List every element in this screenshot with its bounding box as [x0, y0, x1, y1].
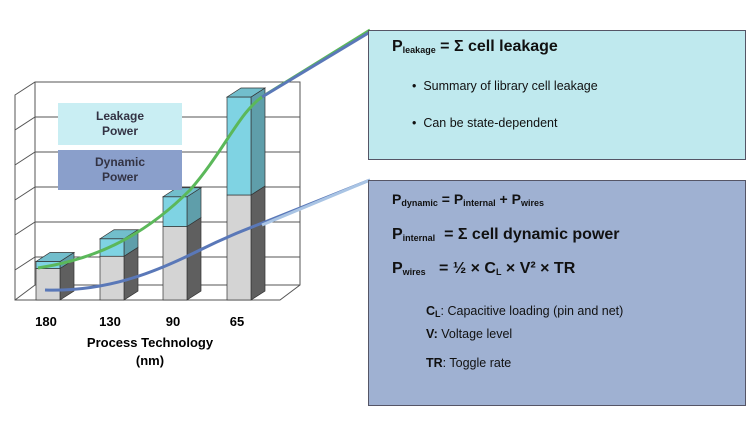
leakage-box: [368, 30, 746, 160]
bullet-text: Can be state-dependent: [423, 116, 558, 130]
text-segment: dynamic: [401, 198, 438, 208]
text-segment: = Σ cell leakage: [435, 38, 558, 55]
dynamic-formula: Pdynamic = Pinternal + Pwires: [392, 191, 544, 208]
text-segment: L: [435, 309, 441, 319]
dynamic-box: [368, 180, 746, 406]
text-segment: wires: [520, 198, 544, 208]
text-segment: V:: [426, 327, 438, 341]
note: V: Voltage level: [426, 327, 512, 341]
text-segment: P: [392, 226, 403, 243]
bullet-dot: •: [412, 79, 424, 93]
text-segment: leakage: [402, 45, 436, 55]
text-segment: TR: [426, 356, 443, 370]
bar: [226, 194, 252, 301]
legend-entry: Leakage Power: [58, 103, 182, 145]
bar-side: [250, 185, 266, 301]
dynamic-link: [261, 178, 371, 227]
text-segment: P: [392, 260, 403, 277]
dynamic-formula: Pinternal = Σ cell dynamic power: [392, 226, 620, 244]
leakage-formula: Pleakage = Σ cell leakage: [392, 38, 558, 56]
text-segment: = ½ × C: [425, 260, 496, 277]
text-segment: × V² × TR: [501, 260, 576, 277]
text-segment: internal: [402, 233, 436, 243]
text-segment: + P: [495, 191, 521, 207]
bar: [35, 268, 61, 301]
bar-top: [225, 87, 267, 98]
text-segment: = P: [437, 191, 464, 207]
text-segment: internal: [463, 198, 496, 208]
bar-top: [34, 252, 76, 262]
x-tick-label: 130: [99, 314, 121, 329]
text-segment: P: [392, 38, 403, 55]
text-segment: : Toggle rate: [442, 356, 512, 370]
text-segment: wires: [402, 267, 426, 277]
bullet-text: Summary of library cell leakage: [423, 79, 598, 93]
note: CL: Capacitive loading (pin and net): [426, 304, 623, 319]
leakage-link: [261, 30, 371, 99]
text-segment: P: [392, 191, 402, 207]
note: TR: Toggle rate: [426, 356, 511, 370]
bullet-dot: •: [412, 116, 424, 130]
dynamic-formula: Pwires = ½ × CL × V² × TR: [392, 260, 575, 278]
text-segment: Voltage level: [437, 327, 513, 341]
text-segment: : Capacitive loading (pin and net): [440, 304, 624, 318]
bar: [99, 255, 125, 301]
bar-side: [186, 216, 202, 301]
x-axis-label: (nm): [136, 353, 164, 368]
bullet: • Summary of library cell leakage: [412, 79, 598, 93]
x-tick-label: 180: [35, 314, 57, 329]
text-segment: L: [495, 267, 502, 277]
bar-top: [98, 229, 140, 240]
x-tick-label: 90: [166, 314, 180, 329]
x-tick-label: 65: [230, 314, 244, 329]
text-segment: C: [426, 304, 436, 318]
bullet: • Can be state-dependent: [412, 116, 557, 130]
x-axis-label: Process Technology: [87, 335, 214, 350]
text-segment: = Σ cell dynamic power: [435, 226, 620, 243]
dynamic-trend: [44, 178, 371, 292]
legend-entry: Dynamic Power: [58, 150, 182, 190]
leakage-trend: [37, 28, 371, 270]
